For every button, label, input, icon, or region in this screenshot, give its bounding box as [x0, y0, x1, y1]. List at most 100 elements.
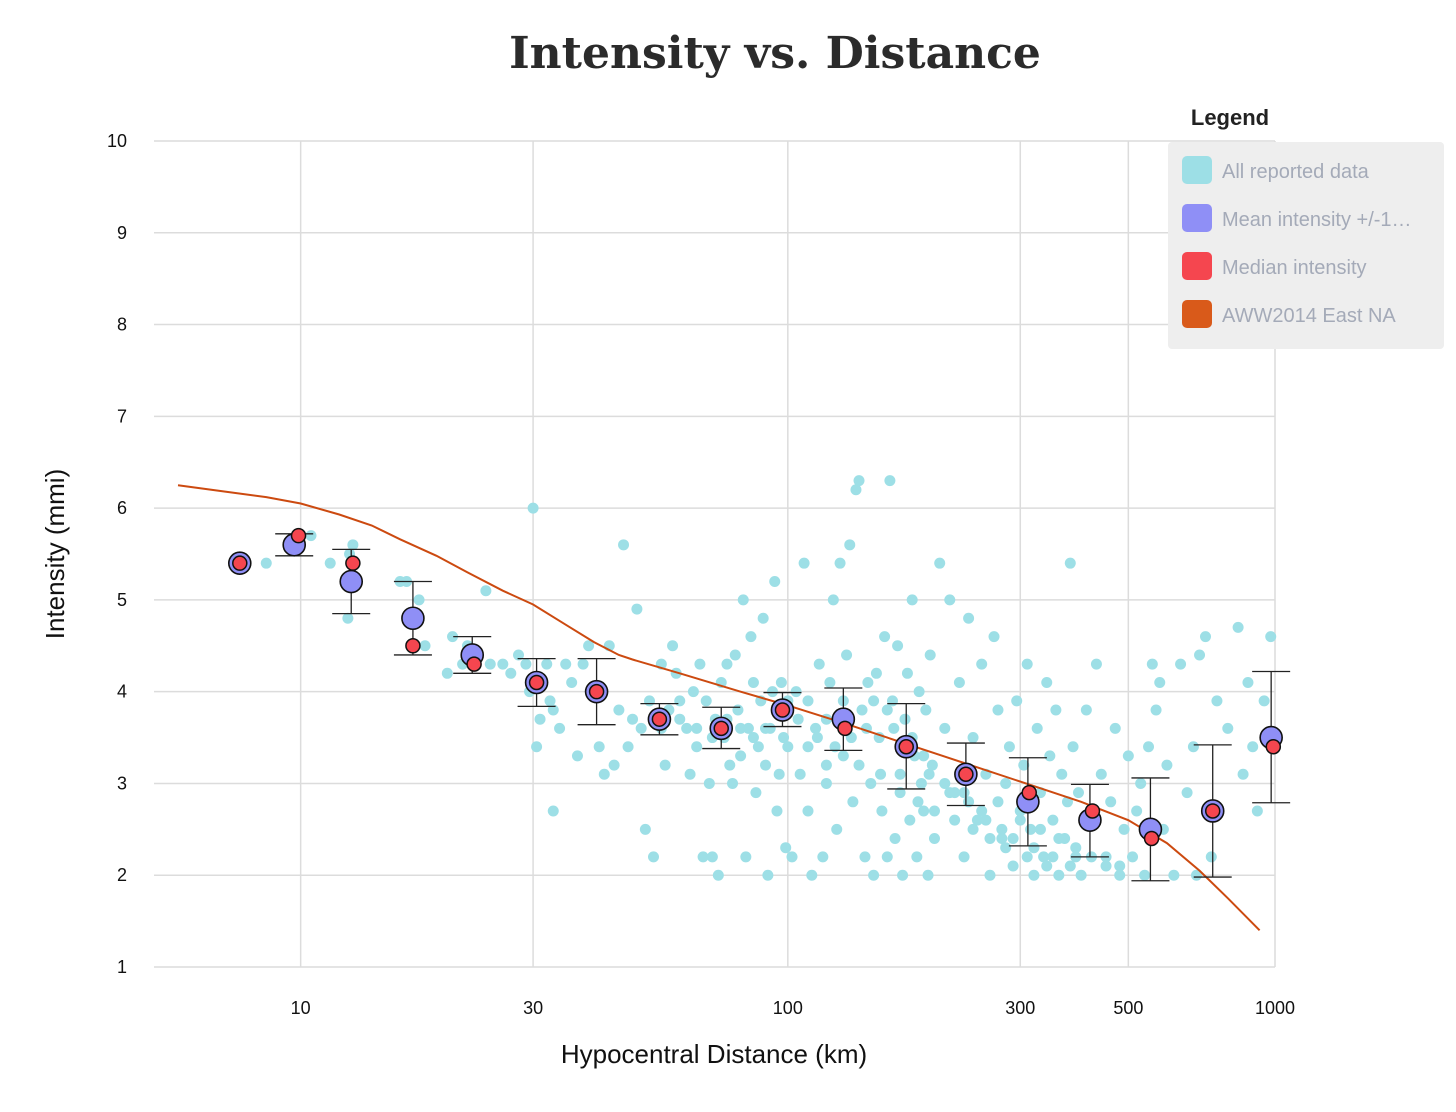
data-point	[771, 805, 783, 817]
data-point	[1021, 658, 1033, 670]
data-point	[875, 768, 887, 780]
data-point	[1003, 741, 1015, 753]
data-point	[742, 722, 754, 734]
data-point	[583, 640, 595, 652]
x-tick-label: 300	[1005, 998, 1035, 1018]
data-point	[894, 787, 906, 799]
data-point	[547, 704, 559, 716]
data-point	[648, 851, 660, 863]
data-point	[868, 869, 880, 881]
median-marker	[1084, 803, 1101, 819]
data-point	[922, 869, 934, 881]
data-point	[853, 475, 865, 487]
data-point	[1187, 741, 1199, 753]
median-marker	[651, 711, 668, 727]
data-point	[1168, 869, 1180, 881]
data-point	[740, 851, 752, 863]
data-point	[1095, 768, 1107, 780]
data-point	[1067, 741, 1079, 753]
data-point	[484, 658, 496, 670]
data-point	[1194, 649, 1206, 661]
data-point	[747, 676, 759, 688]
data-point	[888, 722, 900, 734]
data-point	[1154, 676, 1166, 688]
legend-label: AWW2014 East NA	[1222, 305, 1396, 327]
data-point	[639, 823, 651, 835]
median-marker	[345, 555, 361, 571]
y-tick-label: 1	[117, 957, 127, 977]
data-point	[1109, 722, 1121, 734]
data-point	[643, 695, 655, 707]
median-marker	[1143, 830, 1160, 847]
data-point	[1247, 741, 1259, 753]
data-point	[1080, 704, 1092, 716]
data-point	[527, 502, 539, 514]
data-point	[915, 777, 927, 789]
data-point	[544, 695, 556, 707]
data-point	[988, 631, 1000, 643]
data-point	[480, 585, 492, 597]
data-point	[886, 695, 898, 707]
data-point	[802, 741, 814, 753]
data-point	[769, 576, 781, 588]
data-point	[622, 741, 634, 753]
data-point	[760, 722, 772, 734]
median-marker	[958, 766, 974, 783]
legend-title: Legend	[1191, 105, 1269, 130]
y-tick-label: 4	[117, 682, 127, 702]
data-point	[824, 676, 836, 688]
data-point	[1044, 750, 1056, 762]
y-axis-label: Intensity (mmi)	[40, 469, 70, 639]
data-point	[881, 704, 893, 716]
data-point	[1047, 851, 1059, 863]
data-point	[697, 851, 709, 863]
data-point	[963, 612, 975, 624]
chart-title: Intensity vs. Distance	[509, 28, 1041, 79]
data-point	[958, 787, 970, 799]
data-point	[868, 695, 880, 707]
data-point	[944, 787, 956, 799]
data-point	[844, 539, 856, 551]
data-point	[794, 768, 806, 780]
data-point	[1072, 787, 1084, 799]
data-point	[949, 814, 961, 826]
data-point	[1064, 860, 1076, 872]
data-point	[419, 640, 431, 652]
data-point	[853, 759, 865, 771]
data-point	[1038, 851, 1050, 863]
data-point	[865, 777, 877, 789]
data-point	[1056, 768, 1068, 780]
data-point	[757, 612, 769, 624]
data-point	[841, 649, 853, 661]
data-point	[892, 640, 904, 652]
data-point	[899, 713, 911, 725]
data-point	[1021, 851, 1033, 863]
data-point	[802, 695, 814, 707]
legend-label: Mean intensity +/-1…	[1222, 209, 1412, 231]
data-point	[631, 603, 643, 615]
legend: Legend All reported data Mean intensity +…	[1168, 105, 1444, 349]
data-point	[1181, 787, 1193, 799]
y-tick-label: 8	[117, 315, 127, 335]
data-point	[1175, 658, 1187, 670]
data-point	[834, 557, 846, 569]
data-point	[1161, 759, 1173, 771]
data-point	[780, 842, 792, 854]
data-point	[703, 777, 715, 789]
data-point	[694, 658, 706, 670]
data-point	[1070, 842, 1082, 854]
data-point	[889, 833, 901, 845]
data-point	[681, 722, 693, 734]
data-point	[1000, 777, 1012, 789]
data-point	[847, 796, 859, 808]
median-marker	[1021, 784, 1037, 801]
data-point	[897, 869, 909, 881]
data-point	[856, 704, 868, 716]
legend-swatch	[1182, 204, 1212, 232]
data-point	[918, 805, 930, 817]
data-point	[923, 768, 935, 780]
data-point	[674, 695, 686, 707]
data-point	[729, 649, 741, 661]
data-point	[881, 851, 893, 863]
data-point	[984, 869, 996, 881]
